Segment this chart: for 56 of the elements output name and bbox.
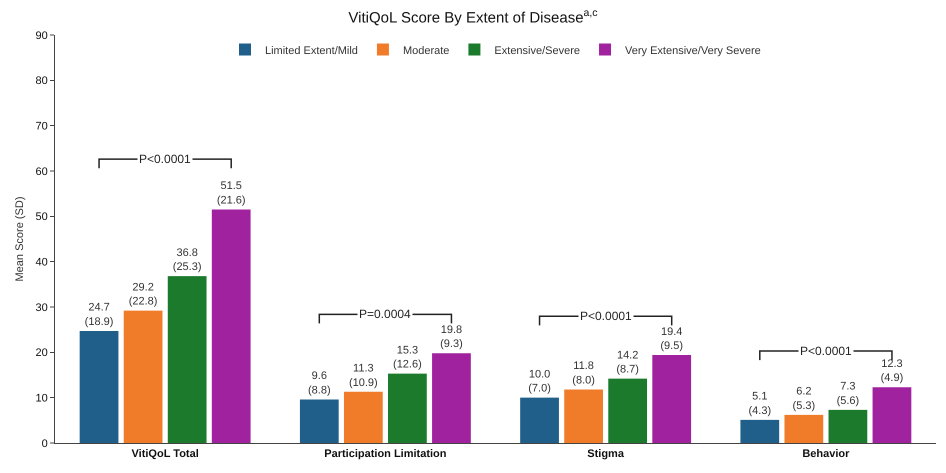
y-tick-label: 90 (36, 30, 48, 42)
data-label: 12.3 (4.9) (880, 358, 904, 384)
bar (872, 387, 912, 443)
legend-label: Moderate (402, 44, 450, 57)
bar (212, 210, 251, 443)
y-tick-label: 0 (42, 438, 48, 450)
bar (520, 398, 559, 443)
y-tick-label: 60 (36, 166, 48, 178)
data-label: 36.8 (25.3) (172, 246, 202, 274)
data-label: 9.6 (8.8) (308, 370, 331, 396)
y-tick-label: 40 (36, 256, 48, 269)
bar (564, 390, 603, 443)
legend-label: Very Extensive/Very Severe (625, 44, 761, 57)
bar (124, 310, 162, 443)
y-axis-title: Mean Score (SD) (14, 196, 26, 282)
data-label: 5.1 (4.3) (748, 390, 772, 417)
data-label: 6.2 (5.3) (792, 386, 816, 412)
bar (80, 331, 118, 443)
y-tick-label: 30 (36, 302, 48, 314)
legend-label: Limited Extent/Mild (265, 44, 358, 57)
chart-title: VitiQoL Score By Extent of Disease$^{a,c}$ (348, 7, 598, 26)
x-tick-label: Participation Limitation (324, 448, 447, 460)
bar (168, 276, 207, 443)
bar (784, 414, 824, 443)
x-tick-label: Behavior (802, 448, 850, 460)
bar (740, 420, 780, 443)
data-label: 24.7 (18.9) (84, 302, 114, 328)
data-label: 29.2 (22.8) (128, 281, 158, 308)
data-label: 19.8 (9.3) (440, 324, 463, 350)
data-label: 15.3 (12.6) (393, 344, 422, 371)
bar (652, 355, 692, 443)
annotation: P<0.0001 (139, 152, 192, 166)
annotation: P=0.0004 (359, 307, 412, 321)
data-label: 19.4 (9.5) (660, 326, 684, 352)
data-label: 7.3 (5.6) (836, 380, 860, 407)
x-tick-label: VitiQoL Total (132, 448, 199, 460)
bar (608, 378, 648, 443)
y-tick-label: 50 (36, 211, 48, 224)
data-label: 11.8 (8.0) (572, 360, 595, 387)
data-label: 14.2 (8.7) (616, 349, 639, 376)
legend-label: Extensive/Severe (494, 44, 580, 57)
y-tick-label: 10 (36, 392, 48, 405)
y-tick-label: 80 (36, 75, 48, 88)
bar (828, 410, 868, 443)
data-label: 51.5 (21.6) (216, 180, 246, 207)
annotation: P<0.0001 (580, 309, 632, 323)
annotation: P<0.0001 (800, 344, 852, 358)
bar (300, 399, 339, 443)
y-tick-label: 70 (36, 120, 48, 133)
bar (344, 392, 383, 443)
data-label: 11.3 (10.9) (348, 362, 378, 389)
data-label: 10.0 (7.0) (528, 368, 551, 395)
y-tick-label: 20 (36, 347, 48, 360)
x-tick-label: Stigma (587, 448, 625, 460)
bar (432, 353, 471, 443)
bar (388, 374, 427, 443)
